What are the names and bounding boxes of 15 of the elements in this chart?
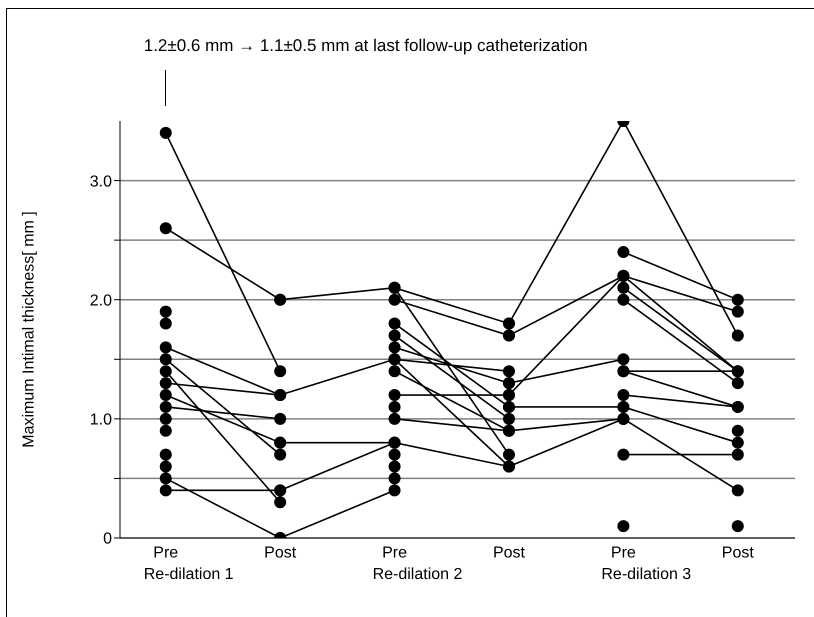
y-tick-label: 0 <box>103 530 112 548</box>
y-tick-label: 2.0 <box>90 292 112 310</box>
x-tick-label: Post <box>722 544 754 562</box>
y-tick-label: 3.0 <box>90 173 112 190</box>
text: Re-dilation 1 <box>144 566 234 584</box>
x-tick-label: Post <box>264 544 297 562</box>
text: Re-dilation 3 <box>601 566 692 584</box>
x-tick-label: Post <box>492 544 526 562</box>
text: Re-dilation 2 <box>372 566 462 584</box>
x-tick-label: Pre <box>153 544 178 562</box>
y-tick-label: 1.0 <box>90 412 112 429</box>
y-axis-title: Maximum Intimal thickness[ mm ] <box>20 211 38 448</box>
x-tick-label: Pre <box>382 544 408 562</box>
text: 1.2±0.6 mm → 1.1±0.5 mm at last follow-up catheterization <box>144 36 588 56</box>
x-tick-label: Pre <box>610 544 636 562</box>
